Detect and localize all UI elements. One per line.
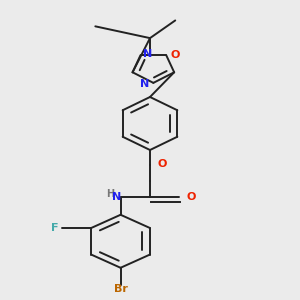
Text: Br: Br	[114, 284, 128, 294]
Text: O: O	[171, 50, 180, 60]
Text: N: N	[143, 49, 153, 59]
Text: N: N	[112, 192, 121, 202]
Text: F: F	[51, 223, 59, 233]
Text: H: H	[106, 189, 114, 199]
Text: O: O	[157, 159, 167, 169]
Text: N: N	[140, 79, 150, 89]
Text: O: O	[187, 192, 196, 202]
